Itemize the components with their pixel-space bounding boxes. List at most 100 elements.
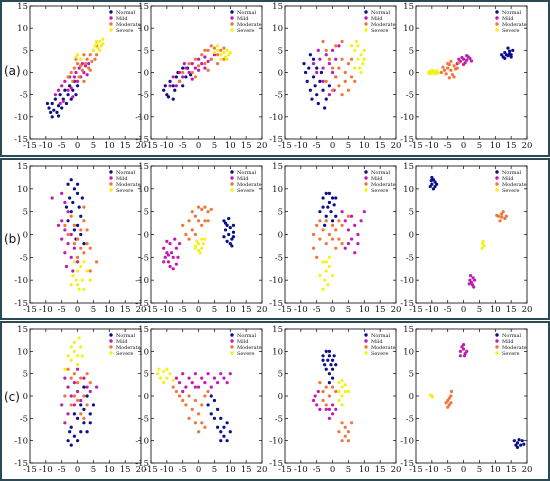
point-normal	[311, 75, 316, 79]
x-tick-label: 15	[120, 465, 131, 475]
point-normal	[219, 430, 223, 434]
x-tick-label: 5	[346, 305, 351, 315]
point-normal	[55, 110, 59, 114]
point-normal	[433, 184, 437, 189]
x-tick-label: -15	[23, 465, 37, 475]
point-moderate	[350, 421, 354, 425]
point-moderate	[449, 401, 453, 405]
point-mild	[60, 403, 64, 407]
legend-marker-severe	[230, 28, 234, 32]
row-label-a: (a)	[4, 64, 21, 78]
y-tick-label: -5	[20, 414, 28, 424]
y-tick-label: 0	[144, 392, 149, 402]
point-moderate	[321, 228, 325, 232]
point-moderate	[337, 219, 341, 223]
point-moderate	[350, 57, 354, 61]
point-moderate	[72, 242, 76, 246]
point-normal	[189, 73, 193, 77]
y-tick-label: -10	[400, 437, 414, 447]
point-moderate	[495, 213, 499, 217]
point-normal	[321, 358, 325, 362]
point-moderate	[85, 403, 89, 407]
point-normal	[308, 53, 312, 57]
point-severe	[324, 260, 328, 264]
legend-label-mild: Mild	[371, 339, 383, 345]
point-moderate	[203, 219, 207, 223]
point-mild	[327, 407, 331, 411]
x-tick-label: -5	[313, 305, 321, 315]
point-mild	[75, 79, 80, 83]
point-normal	[88, 412, 92, 416]
point-normal	[223, 228, 228, 232]
point-severe	[353, 66, 357, 70]
point-mild	[193, 372, 197, 376]
point-mild	[63, 421, 67, 425]
point-normal	[75, 439, 80, 443]
point-moderate	[343, 79, 347, 83]
point-severe	[195, 239, 199, 243]
point-moderate	[88, 269, 92, 273]
point-normal	[68, 84, 72, 88]
point-normal	[216, 425, 220, 429]
point-moderate	[193, 232, 197, 237]
x-tick-label: 5	[212, 305, 217, 315]
point-severe	[200, 246, 204, 250]
point-severe	[326, 283, 330, 287]
point-normal	[222, 219, 226, 223]
legend-marker-mild	[109, 339, 113, 343]
point-mild	[184, 385, 188, 389]
x-tick-label: 0	[461, 305, 466, 315]
point-severe	[74, 278, 78, 282]
y-tick-label: 10	[138, 185, 149, 195]
point-mild	[171, 267, 175, 271]
point-moderate	[200, 207, 204, 211]
point-moderate	[340, 93, 344, 97]
y-tick-label: 15	[17, 325, 28, 335]
point-moderate	[75, 237, 80, 241]
y-tick-label: 0	[278, 231, 283, 241]
point-moderate	[79, 228, 83, 232]
x-tick-label: 10	[104, 305, 115, 315]
point-moderate	[75, 381, 80, 385]
point-mild	[56, 88, 61, 92]
legend-marker-mild	[495, 339, 499, 343]
point-mild	[162, 246, 166, 250]
point-severe	[354, 39, 358, 44]
legend-label-severe: Severe	[371, 351, 389, 357]
point-normal	[327, 349, 331, 353]
x-tick-label: 15	[375, 465, 386, 475]
point-mild	[356, 232, 360, 237]
point-severe	[85, 269, 89, 273]
point-moderate	[209, 207, 213, 211]
y-tick-label: -5	[275, 91, 283, 101]
point-normal	[222, 235, 226, 239]
y-tick-label: 0	[409, 69, 414, 79]
y-tick-label: -10	[269, 437, 283, 447]
point-mild	[63, 251, 67, 255]
point-moderate	[315, 223, 319, 227]
point-mild	[165, 239, 169, 243]
point-mild	[472, 285, 476, 289]
point-moderate	[74, 57, 78, 61]
point-normal	[225, 223, 229, 227]
y-tick-label: -15	[400, 135, 414, 145]
point-normal	[520, 439, 524, 443]
point-moderate	[85, 57, 89, 61]
point-moderate	[203, 62, 207, 66]
point-normal	[324, 191, 328, 195]
legend-label-mild: Mild	[116, 16, 128, 22]
y-tick-label: -10	[135, 113, 149, 123]
point-mild	[334, 57, 338, 61]
legend-label-moderate: Moderate	[237, 22, 262, 28]
point-mild	[343, 246, 347, 250]
point-severe	[79, 345, 83, 349]
point-severe	[340, 378, 344, 382]
point-moderate	[446, 62, 450, 66]
point-mild	[350, 237, 354, 241]
point-normal	[231, 235, 236, 239]
point-normal	[69, 210, 73, 214]
point-moderate	[83, 62, 88, 66]
point-mild	[64, 264, 69, 269]
point-normal	[71, 88, 75, 92]
